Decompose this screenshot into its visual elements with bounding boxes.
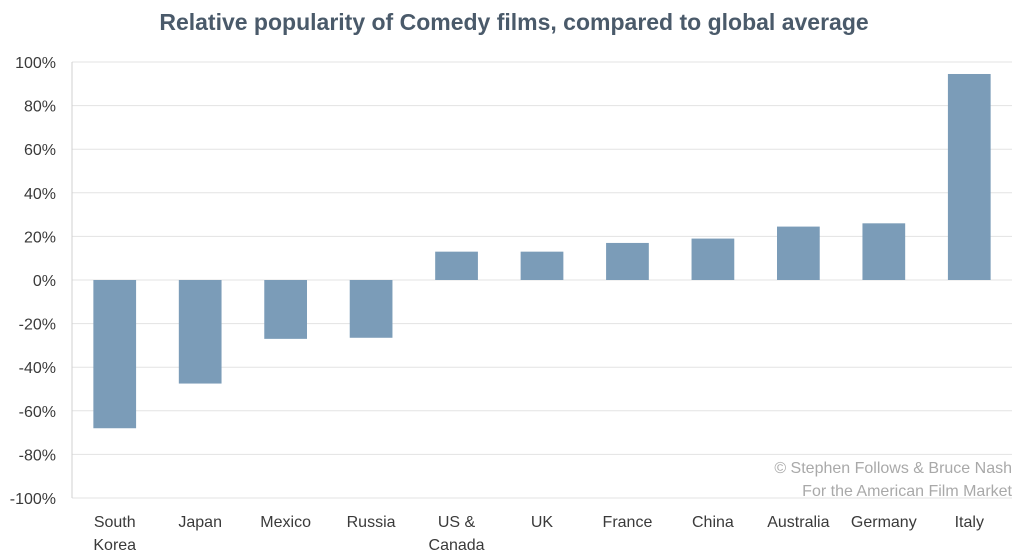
bar [349, 280, 393, 338]
x-tick-label-line: China [692, 514, 734, 531]
x-axis-ticks: South Korea Japan Mexico Russia US & Canada UK F… [93, 514, 984, 554]
x-tick-label-line: Australia [767, 514, 829, 531]
y-tick-label: 60% [24, 142, 56, 159]
credit-line-2: For the American Film Market [802, 483, 1012, 500]
x-tick-label-line: France [603, 514, 653, 531]
x-tick-label-line: South [94, 514, 136, 531]
x-tick-label: Australia [767, 514, 829, 531]
x-tick-label-line: Italy [955, 514, 984, 531]
bar [691, 238, 735, 280]
x-tick-label: Japan [178, 514, 222, 531]
x-tick-label: Italy [955, 514, 984, 531]
y-tick-label: 40% [24, 186, 56, 203]
y-tick-label: 100% [15, 55, 56, 72]
bar [520, 251, 564, 280]
y-tick-label: 20% [24, 229, 56, 246]
y-tick-label: -40% [19, 360, 56, 377]
x-tick-label-line: Russia [347, 514, 396, 531]
credit-line-1: © Stephen Follows & Bruce Nash [774, 460, 1012, 477]
x-tick-label-line: Canada [429, 537, 485, 554]
bar [93, 280, 137, 429]
bar [178, 280, 222, 384]
y-tick-label: -20% [19, 317, 56, 334]
y-tick-label: 80% [24, 99, 56, 116]
bar [862, 223, 906, 280]
y-tick-label: 0% [33, 273, 56, 290]
x-tick-label-line: Mexico [260, 514, 311, 531]
bars [93, 73, 991, 429]
y-tick-label: -100% [10, 491, 56, 508]
x-tick-label: Mexico [260, 514, 311, 531]
x-tick-label-line: Japan [178, 514, 222, 531]
x-tick-label-line: Korea [93, 537, 136, 554]
y-tick-label: -80% [19, 447, 56, 464]
bar [264, 280, 307, 339]
bar [947, 73, 991, 281]
bar [435, 251, 478, 280]
x-tick-label: UK [531, 514, 554, 531]
x-tick-label-line: US & [438, 514, 476, 531]
x-tick-label: China [692, 514, 734, 531]
bar [606, 242, 649, 280]
x-tick-label-line: UK [531, 514, 554, 531]
x-tick-label: South Korea [93, 514, 136, 554]
chart-title: Relative popularity of Comedy films, com… [159, 9, 868, 35]
x-tick-label-line: Germany [851, 514, 917, 531]
x-tick-label: Germany [851, 514, 917, 531]
x-tick-label: France [603, 514, 653, 531]
y-tick-label: -60% [19, 404, 56, 421]
y-axis-ticks: 100% 80% 60% 40% 20% 0% -20% -40% -60% -80% -100% [10, 55, 56, 508]
x-tick-label: US & Canada [429, 514, 485, 554]
bar [777, 226, 820, 280]
x-tick-label: Russia [347, 514, 396, 531]
